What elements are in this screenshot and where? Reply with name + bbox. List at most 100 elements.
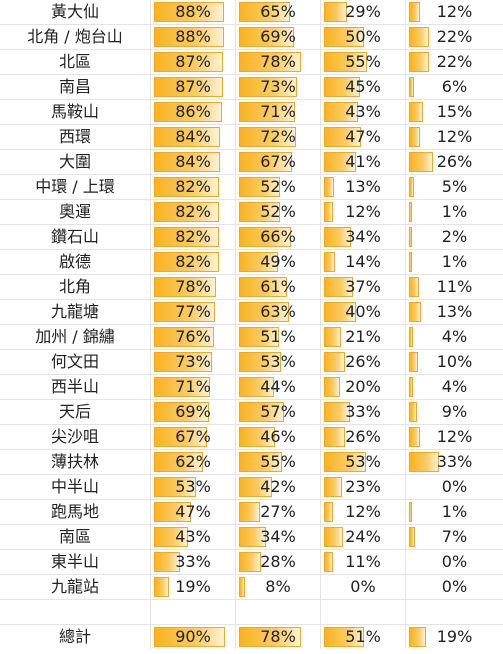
data-bar (324, 352, 345, 372)
percent-value: 45% (345, 77, 381, 96)
percent-value: 0% (441, 577, 468, 596)
data-bar (409, 202, 412, 222)
data-bar (239, 477, 272, 497)
percent-cell: 87% (151, 50, 236, 74)
percent-value: 34% (345, 227, 381, 246)
data-bar (409, 352, 418, 372)
percent-value: 40% (345, 302, 381, 321)
percent-cell: 12% (406, 0, 503, 24)
district-cell: 九龍塘 (0, 300, 151, 324)
table-row: 北區 87% 78% 55% 22% (0, 50, 503, 75)
data-bar (154, 577, 169, 597)
data-bar (154, 202, 219, 222)
percent-value: 71% (260, 102, 296, 121)
empty-cell (236, 600, 321, 625)
data-bar (324, 27, 364, 47)
district-name: 中環 / 上環 (35, 177, 115, 196)
table-row: 西環 84% 72% 47% 12% (0, 125, 503, 150)
percent-cell: 26% (321, 350, 406, 374)
percent-value: 71% (175, 377, 211, 396)
percent-cell: 4% (406, 375, 503, 399)
table-row: 跑馬地 47% 27% 12% 1% (0, 500, 503, 525)
district-name: 九龍塘 (50, 302, 99, 321)
table-row: 薄扶林 62% 55% 53% 33% (0, 450, 503, 475)
percent-value: 0% (441, 552, 468, 571)
data-bar (409, 452, 439, 472)
district-name: 跑馬地 (50, 502, 99, 521)
percent-cell: 6% (406, 75, 503, 99)
percent-value: 72% (260, 127, 296, 146)
percent-value: 86% (175, 102, 211, 121)
percent-cell: 10% (406, 350, 503, 374)
table-row: 南區 43% 34% 24% 7% (0, 525, 503, 550)
percent-value: 88% (175, 27, 211, 46)
percent-cell: 52% (236, 175, 321, 199)
percent-cell: 73% (236, 75, 321, 99)
percent-cell: 55% (321, 50, 406, 74)
percent-cell: 12% (406, 125, 503, 149)
data-bar (154, 127, 220, 147)
percent-value: 55% (345, 52, 381, 71)
data-bar (154, 177, 219, 197)
data-bar (409, 127, 420, 147)
percent-value: 4% (441, 377, 468, 396)
table-row: 天后 69% 57% 33% 9% (0, 400, 503, 425)
percent-value: 82% (175, 252, 211, 271)
percent-cell: 0% (406, 550, 503, 574)
data-bar (409, 427, 420, 447)
percent-cell: 47% (151, 500, 236, 524)
data-bar (324, 327, 341, 347)
total-label: 總計 (58, 627, 91, 646)
empty-cell (151, 600, 236, 625)
total-row: 總計 90% 78% 51% 19% (0, 625, 503, 650)
table-row: 鑽石山 82% 66% 34% 2% (0, 225, 503, 250)
data-bar (409, 502, 412, 522)
percent-cell: 77% (151, 300, 236, 324)
table-row: 奧運 82% 52% 12% 1% (0, 200, 503, 225)
percent-cell: 62% (151, 450, 236, 474)
district-name: 尖沙咀 (50, 427, 99, 446)
percent-cell: 1% (406, 250, 503, 274)
percent-value: 13% (436, 302, 473, 321)
data-bar (154, 477, 196, 497)
data-bar (324, 402, 350, 422)
percent-cell: 73% (151, 350, 236, 374)
percent-cell: 69% (236, 25, 321, 49)
percent-value: 42% (260, 477, 296, 496)
district-name: 天后 (58, 402, 91, 421)
table-row: 西半山 71% 44% 20% 4% (0, 375, 503, 400)
table-row: 尖沙咀 67% 46% 26% 12% (0, 425, 503, 450)
data-bar (409, 227, 412, 247)
percent-cell: 63% (236, 300, 321, 324)
data-bar (239, 252, 278, 272)
percent-cell: 34% (321, 225, 406, 249)
percent-value: 47% (345, 127, 381, 146)
data-bar (409, 27, 429, 47)
data-bar (239, 527, 266, 547)
percent-cell: 67% (151, 425, 236, 449)
data-bar (154, 377, 210, 397)
data-bar (154, 427, 207, 447)
district-cell: 北角 (0, 275, 151, 299)
percent-value: 53% (175, 477, 211, 496)
table-row: 中環 / 上環 82% 52% 13% 5% (0, 175, 503, 200)
percent-cell: 84% (151, 125, 236, 149)
district-cell: 尖沙咀 (0, 425, 151, 449)
percent-value: 8% (265, 577, 291, 596)
table-row: 啟德 82% 49% 14% 1% (0, 250, 503, 275)
data-bar (324, 502, 333, 522)
percent-value: 57% (260, 402, 296, 421)
percent-cell: 47% (321, 125, 406, 149)
data-bar (239, 177, 280, 197)
percent-value: 23% (345, 477, 381, 496)
data-bar (324, 527, 343, 547)
percent-value: 2% (441, 227, 468, 246)
district-name: 北角 / 炮台山 (27, 27, 123, 46)
percent-cell: 40% (321, 300, 406, 324)
district-cell: 加州 / 錦繡 (0, 325, 151, 349)
data-bar (239, 277, 287, 297)
percent-value: 12% (345, 502, 381, 521)
percent-value: 28% (260, 552, 296, 571)
percent-value: 62% (175, 452, 211, 471)
